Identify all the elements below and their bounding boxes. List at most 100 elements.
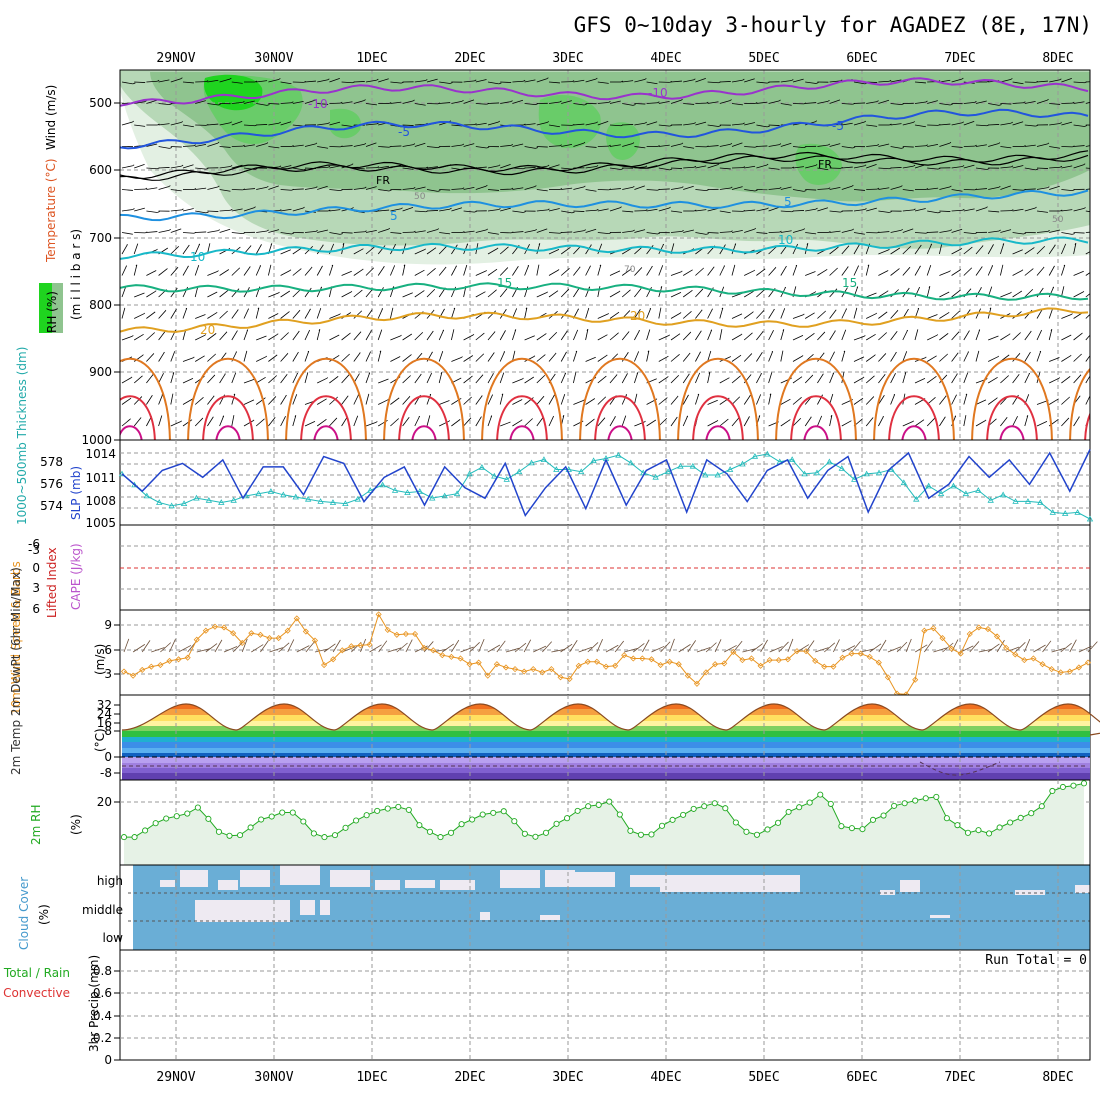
- cloud-panel: high middle low Cloud Cover (%): [17, 864, 1091, 951]
- wind-barb: [805, 208, 817, 212]
- rh2m-point: [363, 812, 370, 819]
- wind10m-barb: [1078, 645, 1092, 653]
- wind-barb: [438, 245, 448, 255]
- wind-barb: [1085, 81, 1090, 83]
- wind-barb: [207, 123, 219, 126]
- wind-barb-feather: [877, 187, 880, 190]
- wind-barb: [914, 101, 926, 104]
- wind-barb: [707, 232, 719, 234]
- top-date-label: 2DEC: [454, 51, 485, 66]
- wind-barb: [414, 290, 425, 298]
- wind-barb-feather: [619, 290, 621, 292]
- wind10m-barb: [1033, 644, 1046, 653]
- wind-barb: [256, 230, 268, 233]
- wind-barb: [207, 103, 219, 106]
- wind-barb: [853, 397, 864, 405]
- wind10m-barb: [678, 644, 691, 653]
- wind-barb: [280, 373, 288, 384]
- wind-barb: [1085, 355, 1090, 362]
- wind-barb: [634, 393, 638, 405]
- wind10m-barb: [1023, 638, 1031, 653]
- wind-barb: [939, 210, 951, 212]
- wind-barb: [695, 209, 707, 212]
- wind-barb: [609, 100, 621, 104]
- wind-barb: [1024, 144, 1036, 147]
- wind-barb: [988, 124, 1000, 126]
- rh2m-point: [1038, 803, 1045, 810]
- wind-barb: [536, 78, 548, 83]
- wind-barb: [927, 144, 939, 147]
- wind10m-barb: [314, 648, 329, 653]
- wind-barb-feather: [845, 308, 847, 310]
- wind-barb: [329, 232, 341, 235]
- wind-barb: [597, 334, 608, 341]
- wind-barb-feather: [693, 78, 696, 81]
- wind-barb-feather: [779, 187, 782, 189]
- wind-barb: [707, 101, 719, 104]
- wind-barb-feather: [852, 146, 856, 149]
- wind-barb: [146, 80, 158, 83]
- wind-barb-feather: [815, 164, 818, 166]
- wind-barb: [121, 286, 127, 298]
- wind-barb: [756, 394, 762, 405]
- wind-barb: [719, 231, 731, 233]
- wind-barb: [487, 248, 498, 255]
- wind-barb: [231, 415, 235, 427]
- wind-barb: [194, 396, 204, 405]
- wind-barb: [926, 417, 936, 427]
- wind-barb: [414, 103, 426, 106]
- wind-barb-feather: [193, 144, 196, 147]
- wind-barb-feather: [291, 145, 294, 147]
- wind-barb-feather: [1011, 165, 1014, 168]
- wind-barb: [683, 146, 695, 149]
- wind-barb: [756, 145, 768, 147]
- wind-barb-feather: [181, 121, 183, 123]
- wind-barb: [1049, 166, 1061, 169]
- wind-barb: [926, 355, 937, 362]
- wind-barb: [695, 288, 704, 298]
- wind10m-barb: [733, 640, 743, 653]
- wind-barb: [475, 103, 487, 105]
- wind-barb: [951, 352, 959, 362]
- wind-barb-feather: [668, 334, 670, 336]
- wind-barb: [378, 146, 390, 148]
- wind-barb: [963, 351, 969, 362]
- wind-barb-feather: [925, 100, 928, 103]
- rh2m-point: [785, 808, 792, 815]
- wind10m-barb: [487, 644, 501, 653]
- wind-barb: [207, 291, 218, 298]
- thickness-point: [925, 482, 932, 489]
- wind-barb: [695, 351, 701, 362]
- thickness-point: [913, 495, 920, 502]
- wind-barb-feather: [1096, 100, 1097, 101]
- wind-barb-feather: [490, 415, 493, 417]
- wind-barb-feather: [331, 264, 334, 267]
- wind-barb: [1073, 164, 1085, 169]
- wind-barb: [365, 103, 377, 106]
- wind-barb: [597, 208, 609, 212]
- wind-barb: [182, 308, 188, 319]
- wind10m-barb: [969, 641, 980, 653]
- wind-barb-feather: [644, 420, 646, 423]
- wind-barb-feather: [795, 264, 798, 267]
- wind-barb-feather: [986, 378, 988, 380]
- wind-barb: [585, 228, 597, 233]
- wind-barb: [463, 417, 472, 427]
- wind-barb: [621, 247, 632, 255]
- wind-barb: [182, 145, 195, 147]
- wind-barb-feather: [254, 80, 258, 83]
- wind-barb-feather: [474, 79, 477, 82]
- wind-barb-feather: [986, 206, 988, 208]
- wind-barb: [1061, 209, 1073, 212]
- wind-barb-feather: [925, 356, 927, 359]
- wind-barb: [1000, 103, 1012, 105]
- temp-band: [122, 753, 1090, 757]
- wind-barb: [158, 268, 168, 276]
- wind-barb: [256, 124, 268, 126]
- wind-speed-point: [311, 637, 319, 644]
- wind-barb: [304, 245, 314, 255]
- wind-barb-feather: [1083, 290, 1085, 293]
- contour-labels: -10 -10 -5 -5 FR FR 5 5 10 10 15 15 20 2…: [190, 86, 1064, 337]
- tick-label: 16: [97, 716, 112, 730]
- wind-barb: [658, 167, 670, 171]
